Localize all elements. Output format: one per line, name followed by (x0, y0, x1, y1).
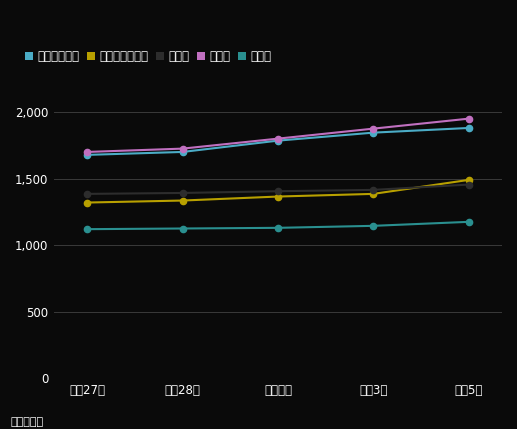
座間市 (370, 187, 376, 193)
相模原市南区 (275, 138, 281, 143)
大和市 (370, 126, 376, 131)
厚木市 (84, 227, 90, 232)
相模原市南区 (370, 130, 376, 135)
相模原市中央区 (370, 191, 376, 196)
Line: 相模原市南区: 相模原市南区 (84, 125, 472, 158)
相模原市中央区 (465, 177, 472, 182)
座間市 (465, 182, 472, 187)
大和市 (275, 136, 281, 141)
相模原市南区 (84, 152, 90, 157)
Legend: 相模原市南区, 相模原市中央区, 座間市, 大和市, 厚木市: 相模原市南区, 相模原市中央区, 座間市, 大和市, 厚木市 (24, 50, 271, 63)
大和市 (84, 149, 90, 154)
相模原市中央区 (84, 200, 90, 205)
相模原市中央区 (275, 194, 281, 199)
Text: 単位：百円: 単位：百円 (10, 417, 43, 427)
大和市 (465, 116, 472, 121)
相模原市中央区 (179, 198, 186, 203)
Line: 厚木市: 厚木市 (84, 219, 472, 232)
Line: 大和市: 大和市 (84, 115, 472, 155)
座間市 (179, 190, 186, 196)
厚木市 (275, 225, 281, 230)
厚木市 (465, 219, 472, 224)
Line: 相模原市中央区: 相模原市中央区 (84, 177, 472, 205)
厚木市 (179, 226, 186, 231)
座間市 (275, 189, 281, 194)
大和市 (179, 146, 186, 151)
相模原市南区 (465, 125, 472, 130)
相模原市南区 (179, 149, 186, 154)
Line: 座間市: 座間市 (84, 181, 472, 197)
座間市 (84, 191, 90, 196)
厚木市 (370, 223, 376, 228)
